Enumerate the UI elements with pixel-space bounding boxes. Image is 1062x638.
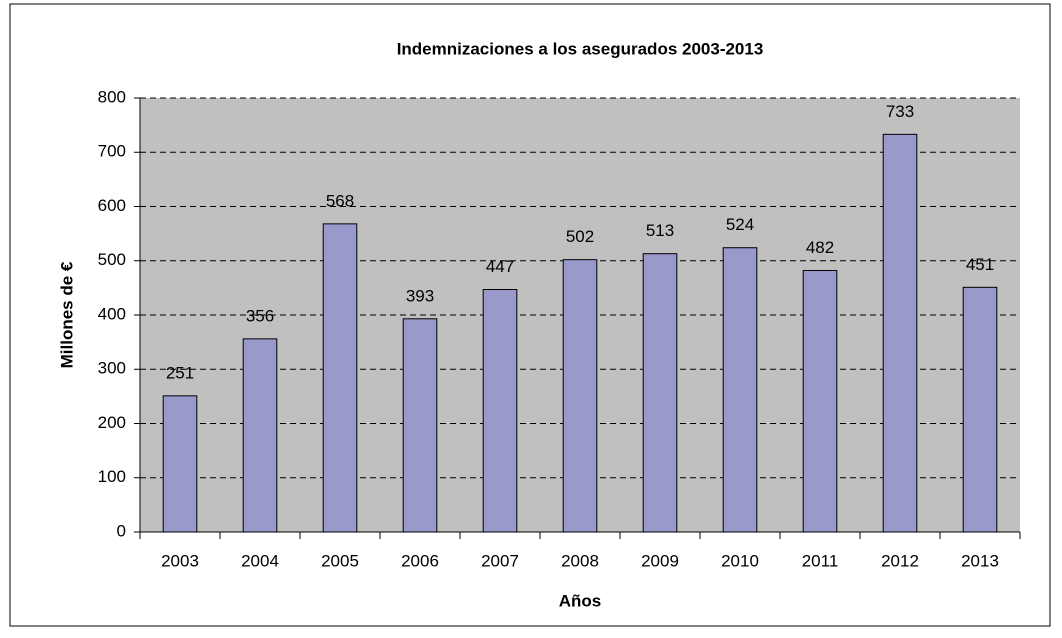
value-label: 482 [806,238,834,257]
x-tick-label: 2008 [561,551,599,570]
bar [482,289,518,533]
x-tick-label: 2010 [721,551,759,570]
y-tick-label: 0 [117,521,126,540]
y-axis-label: Millones de € [57,261,76,368]
y-tick-label: 400 [98,304,126,323]
value-label: 524 [726,215,754,234]
value-label: 451 [966,255,994,274]
value-label: 513 [646,221,674,240]
value-label: 356 [246,306,274,325]
bar [402,318,438,533]
bar [162,395,198,533]
x-tick-label: 2004 [241,551,279,570]
x-tick-label: 2003 [161,551,199,570]
value-label: 251 [166,363,194,382]
bar [802,270,838,533]
value-label: 393 [406,286,434,305]
y-tick-label: 200 [98,413,126,432]
y-tick-label: 100 [98,467,126,486]
y-tick-label: 500 [98,250,126,269]
y-tick-label: 700 [98,142,126,161]
bar [562,259,598,533]
y-tick-label: 800 [98,87,126,106]
x-tick-label: 2011 [802,551,839,570]
x-tick-label: 2013 [961,551,999,570]
bar [242,338,278,533]
x-tick-label: 2007 [481,551,519,570]
x-tick-label: 2006 [401,551,439,570]
bar [642,253,678,533]
value-label: 502 [566,227,594,246]
x-tick-label: 2005 [321,551,359,570]
chart-title: Indemnizaciones a los asegurados 2003-20… [397,39,764,58]
bar [722,247,758,533]
bar [882,133,918,533]
value-label: 568 [326,191,354,210]
bar [322,223,358,533]
y-tick-label: 300 [98,359,126,378]
x-axis-label: Años [559,591,602,610]
value-label: 733 [886,102,914,121]
value-label: 447 [486,257,514,276]
x-tick-label: 2009 [641,551,679,570]
bar [962,286,998,533]
y-tick-label: 600 [98,196,126,215]
x-tick-label: 2012 [881,551,919,570]
